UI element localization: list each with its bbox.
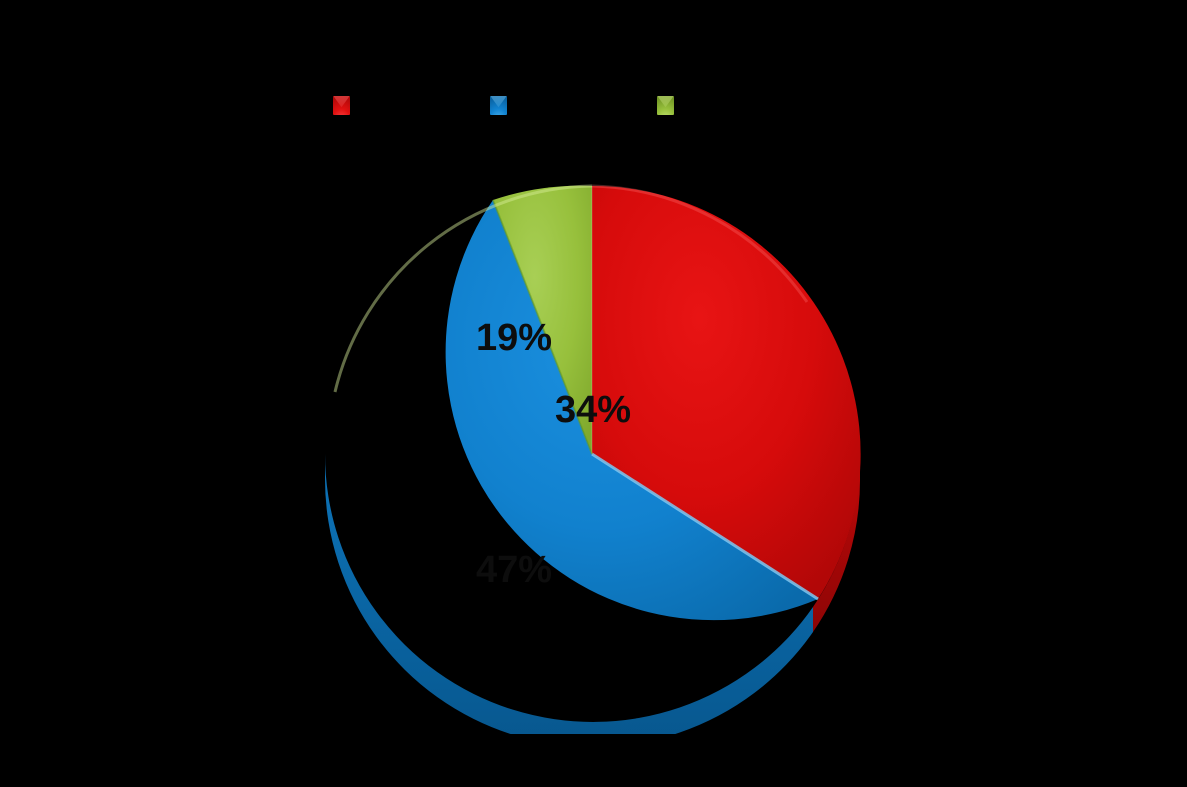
pie-data-labels: 34% 47% 19% [476,317,631,591]
slice-green[interactable] [493,185,592,454]
legend-item-1[interactable] [490,93,657,117]
blue-square-marker-icon [490,95,507,115]
slice-blue-percent-label: 47% [476,549,552,591]
legend-item-0[interactable] [333,93,490,117]
green-square-marker-icon [657,95,674,115]
slice-blue[interactable] [445,200,818,621]
legend-item-2[interactable] [657,93,857,117]
red-square-marker-icon [333,95,350,115]
slice-green-percent-label: 19% [476,317,552,359]
pie-graphic: 34% 47% 19% [321,182,866,734]
slice-red-percent-label: 34% [555,389,631,431]
pie-svg: 34% 47% 19% [325,184,861,734]
pie-bevel-highlights [333,184,819,601]
chart-legend [0,88,1187,122]
slice-red-side [813,454,861,632]
pie-3d-depth [325,454,861,734]
